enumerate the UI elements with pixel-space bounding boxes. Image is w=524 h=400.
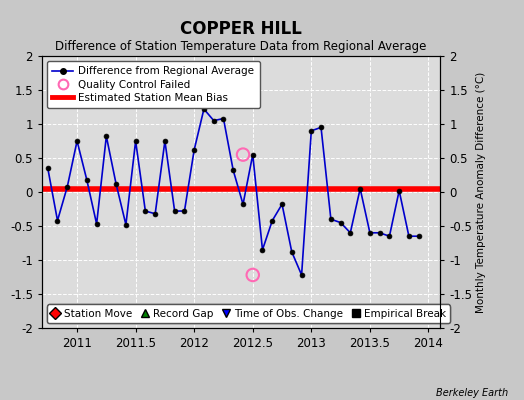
Point — [248, 272, 257, 278]
Text: Berkeley Earth: Berkeley Earth — [436, 388, 508, 398]
Text: COPPER HILL: COPPER HILL — [180, 20, 302, 38]
Title: Difference of Station Temperature Data from Regional Average: Difference of Station Temperature Data f… — [56, 40, 427, 54]
Legend: Station Move, Record Gap, Time of Obs. Change, Empirical Break: Station Move, Record Gap, Time of Obs. C… — [47, 304, 450, 323]
Y-axis label: Monthly Temperature Anomaly Difference (°C): Monthly Temperature Anomaly Difference (… — [476, 71, 486, 313]
Point — [239, 151, 247, 158]
